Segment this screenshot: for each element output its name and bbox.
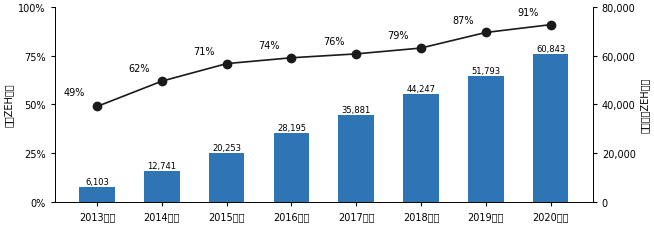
Bar xyxy=(79,187,115,202)
Y-axis label: 戸建ZEH比率: 戸建ZEH比率 xyxy=(4,83,14,127)
Text: 79%: 79% xyxy=(388,31,409,41)
Bar xyxy=(533,54,568,202)
Bar xyxy=(273,134,309,202)
Text: 35,881: 35,881 xyxy=(341,105,371,114)
Bar xyxy=(403,95,439,202)
Text: 91%: 91% xyxy=(517,8,538,18)
Text: 87%: 87% xyxy=(453,16,473,26)
Text: 71%: 71% xyxy=(193,47,215,56)
Bar xyxy=(338,115,374,202)
Text: 28,195: 28,195 xyxy=(277,124,306,133)
Y-axis label: 累積戸建ZEH棟数: 累積戸建ZEH棟数 xyxy=(640,77,650,133)
Bar xyxy=(209,153,245,202)
Text: 12,741: 12,741 xyxy=(147,161,177,170)
Text: 44,247: 44,247 xyxy=(407,85,436,94)
Text: 20,253: 20,253 xyxy=(212,143,241,152)
Bar xyxy=(144,171,180,202)
Text: 74%: 74% xyxy=(258,41,279,51)
Text: 6,103: 6,103 xyxy=(85,177,109,186)
Text: 60,843: 60,843 xyxy=(536,45,565,54)
Text: 62%: 62% xyxy=(128,64,150,74)
Bar xyxy=(468,76,504,202)
Text: 49%: 49% xyxy=(64,87,85,97)
Text: 76%: 76% xyxy=(323,37,344,47)
Text: 51,793: 51,793 xyxy=(471,67,500,75)
